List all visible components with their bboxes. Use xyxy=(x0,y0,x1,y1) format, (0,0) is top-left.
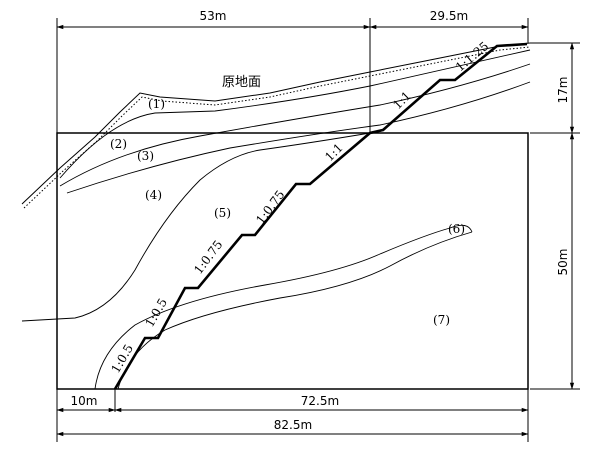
layer-boundary-6 xyxy=(117,231,473,390)
excavation-slope xyxy=(113,42,528,390)
layer-boundary-2 xyxy=(59,63,531,187)
layer-label-4: (4) xyxy=(145,188,162,202)
layer-label-2: (2) xyxy=(110,137,127,151)
original-ground-label: 原地面 xyxy=(222,75,261,90)
layer-boundary-4 xyxy=(21,132,371,322)
dim-right-upper: 17m xyxy=(556,77,570,104)
right-dimension-lines xyxy=(530,42,580,390)
bottom-dimension-lines xyxy=(56,389,529,442)
model-boundary xyxy=(56,132,529,390)
layer-label-5: (5) xyxy=(214,206,231,220)
dim-top-right: 29.5m xyxy=(430,9,468,23)
slope-ratio-label-6: 1:1 xyxy=(390,89,414,113)
layer-boundary-5 xyxy=(94,227,451,390)
layer-label-3: (3) xyxy=(137,149,154,163)
dim-right-lower: 50m xyxy=(556,249,570,276)
layer-label-6: (6) xyxy=(448,222,465,236)
slope-ratio-label-5: 1:1 xyxy=(322,141,346,165)
layer-label-1: (1) xyxy=(148,97,165,111)
layer-boundary-3 xyxy=(66,81,531,194)
dim-bottom-total: 82.5m xyxy=(274,418,312,432)
dim-bottom-mid: 72.5m xyxy=(301,394,339,408)
layer-boundaries xyxy=(21,49,531,390)
original-ground-surface xyxy=(21,42,531,209)
dim-top-left: 53m xyxy=(200,9,227,23)
slope-ratio-label-4: 1:0.75 xyxy=(253,188,287,227)
slope-ratio-label-3: 1:0.75 xyxy=(191,238,225,277)
layer-label-7: (7) xyxy=(433,313,450,327)
dim-bottom-small: 10m xyxy=(71,394,98,408)
layer-boundary-1 xyxy=(59,49,531,179)
